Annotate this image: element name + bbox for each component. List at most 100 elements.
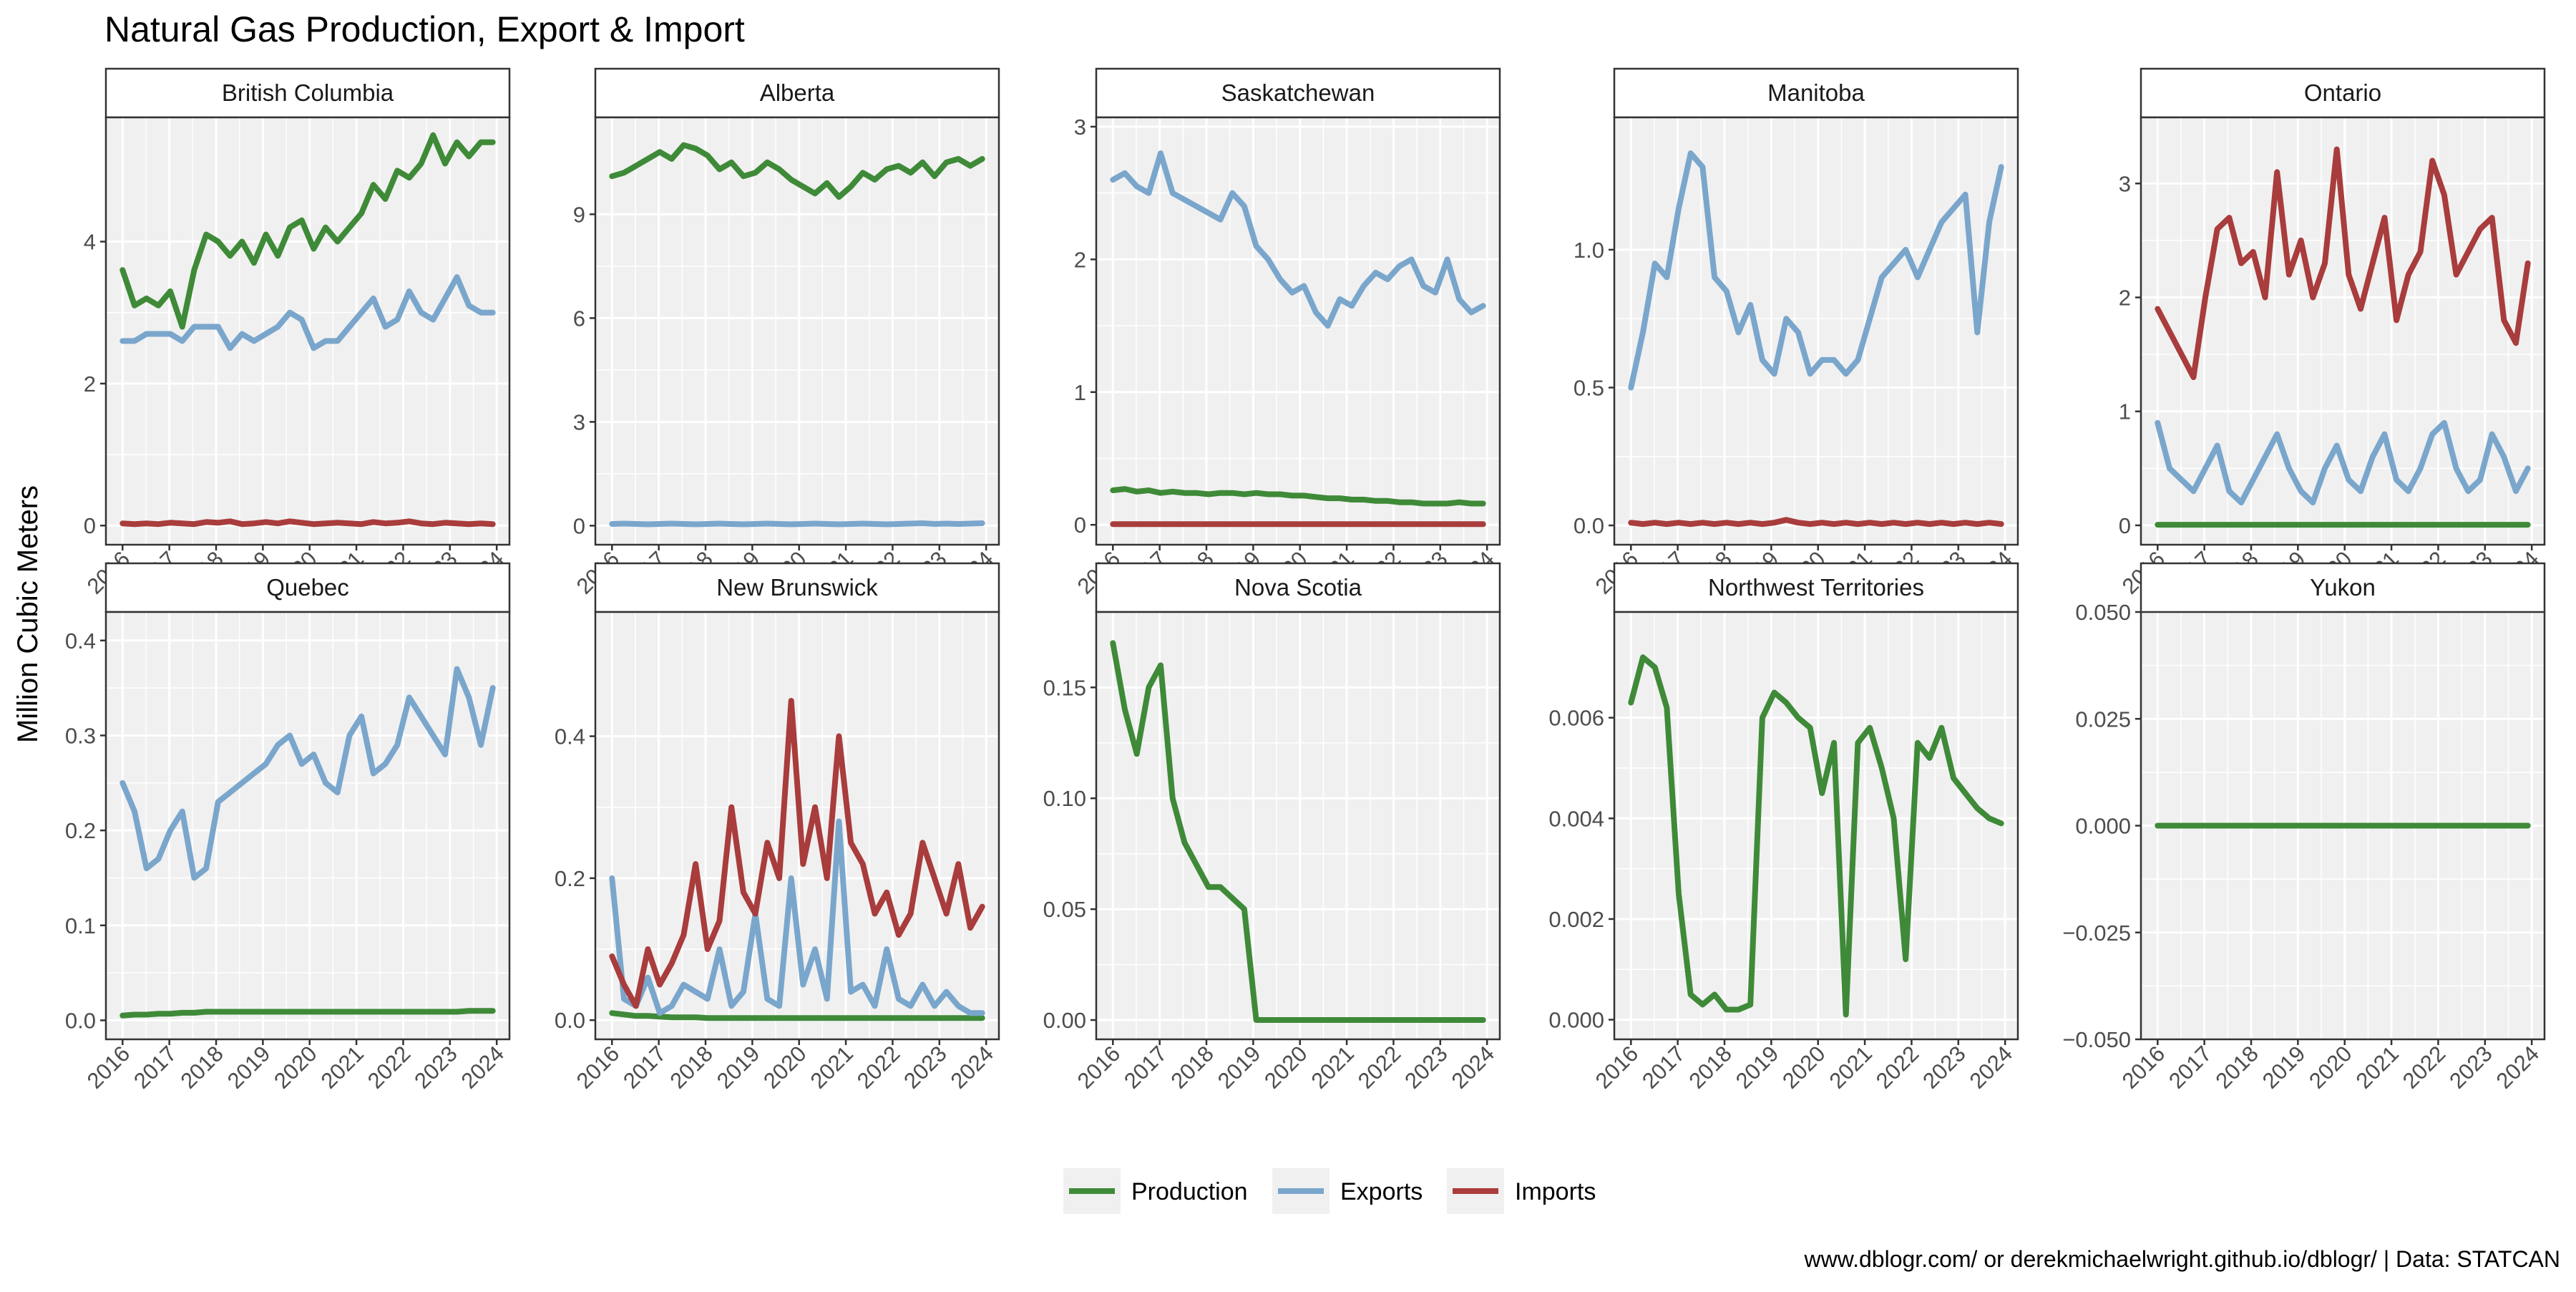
x-tick-label: 2018 [175,1041,228,1094]
panel-quebec: Quebec0.00.10.20.30.42016201720182019202… [65,562,511,1094]
x-tick-label: 2019 [1213,1041,1266,1094]
y-tick-label: 1 [1074,380,1086,405]
panel-manitoba: Manitoba0.00.51.020162017201820192020202… [1574,67,2019,599]
x-tick-label: 2019 [223,1041,275,1094]
strip-box [2140,67,2546,119]
panel-background [1614,612,2018,1039]
gridlines [595,612,999,1039]
x-tick-label: 2019 [2258,1041,2311,1094]
chart-title: Natural Gas Production, Export & Import [104,9,745,49]
y-axis-title: Million Cubic Meters [12,485,44,743]
x-tick-label: 2017 [1119,1041,1172,1094]
y-tick-label: 9 [573,202,585,227]
panel-border [1095,116,1501,546]
panel-border [1095,611,1501,1041]
x-tick-label: 2020 [2304,1041,2357,1094]
y-tick-label: −0.050 [2062,1027,2131,1052]
x-tick-label: 2023 [2444,1041,2497,1094]
x-tick-label: 2017 [1637,1041,1690,1094]
y-tick-label: −0.025 [2062,921,2131,946]
panel-british-columbia: British Columbia024201620172018201920202… [82,67,511,599]
series-imports-line [609,698,985,1009]
y-tick-label: 0.00 [1043,1008,1086,1033]
series-production-line [609,1010,985,1021]
strip-label: Quebec [266,574,349,601]
x-tick-label: 2017 [129,1041,182,1094]
gridlines [595,117,999,545]
y-tick-label: 4 [84,230,96,255]
panel-border [104,611,511,1041]
x-tick-label: 2024 [1965,1041,2018,1094]
x-tick-label: 2022 [852,1041,905,1094]
y-tick-label: 0 [2119,513,2131,538]
y-tick-label: 0 [84,513,96,538]
x-tick-label: 2023 [1400,1041,1453,1094]
series-imports-line [1628,517,2004,528]
series-exports-line [2155,419,2531,506]
x-tick-label: 2018 [665,1041,718,1094]
y-tick-label: 0.10 [1043,786,1086,811]
x-tick-label: 2018 [1684,1041,1737,1094]
x-tick-label: 2020 [269,1041,322,1094]
x-tick-label: 2022 [363,1041,416,1094]
strip-label: Saskatchewan [1221,79,1375,106]
panel-ontario: Ontario012320162017201820192020202120222… [2117,67,2546,599]
panel-nova-scotia: Nova Scotia0.000.050.100.152016201720182… [1043,562,1501,1094]
legend-entry-imports: Imports [1447,1168,1596,1214]
y-tick-label: 0 [1074,513,1086,538]
x-tick-label: 2024 [2492,1041,2545,1094]
series-imports-line [119,518,496,528]
y-tick-label: 0.0 [65,1008,96,1033]
x-tick-label: 2018 [1166,1041,1219,1094]
series-production-line [1110,640,1486,1023]
y-tick-label: 0.006 [1548,706,1604,731]
y-tick-label: 0.3 [65,723,96,748]
panels-layer: British Columbia024201620172018201920202… [65,67,2546,1094]
x-tick-label: 2021 [2351,1041,2404,1094]
strip-box [1613,67,2019,119]
y-tick-label: 0.004 [1548,806,1604,831]
x-tick-label: 2021 [806,1041,859,1094]
panel-border [594,611,1000,1041]
y-tick-label: 3 [1074,115,1086,140]
x-tick-label: 2022 [1871,1041,1924,1094]
y-tick-label: 0.4 [65,628,96,654]
panel-yukon: Yukon−0.050−0.0250.0000.0250.05020162017… [2062,562,2546,1094]
strip-box [594,562,1000,613]
source-caption: www.dblogr.com/ or derekmichaelwright.gi… [1804,1246,2560,1272]
y-tick-label: 2 [1074,247,1086,272]
y-tick-label: 0.2 [555,866,585,891]
series-exports-line [119,666,496,881]
y-tick-label: 2 [84,371,96,397]
strip-box [2140,562,2546,613]
y-tick-label: 0.1 [65,913,96,938]
y-tick-label: 0.15 [1043,675,1086,700]
series-exports-line [1628,150,2004,391]
x-tick-label: 2021 [316,1041,369,1094]
x-tick-label: 2016 [82,1041,135,1094]
series-production-line [119,132,496,330]
x-tick-label: 2024 [1447,1041,1500,1094]
x-tick-label: 2023 [409,1041,462,1094]
x-tick-label: 2019 [1731,1041,1784,1094]
strip-label: Alberta [760,79,835,106]
series-exports-line [609,520,985,528]
y-tick-label: 3 [2119,171,2131,196]
x-tick-label: 2018 [2210,1041,2263,1094]
gridlines [1614,612,2018,1039]
x-tick-label: 2020 [758,1041,811,1094]
y-tick-label: 0.0 [555,1008,585,1033]
legend-label: Exports [1340,1178,1423,1205]
panel-border [1613,611,2019,1041]
panel-background [1096,117,1500,545]
panel-border [1613,116,2019,546]
x-tick-label: 2016 [572,1041,625,1094]
strip-label: Ontario [2304,79,2381,106]
legend-entry-exports: Exports [1272,1168,1423,1214]
strip-box [594,67,1000,119]
y-tick-label: 0.050 [2075,600,2131,625]
x-tick-label: 2016 [1073,1041,1126,1094]
y-tick-label: 0.05 [1043,897,1086,922]
y-tick-label: 0.000 [1548,1008,1604,1033]
